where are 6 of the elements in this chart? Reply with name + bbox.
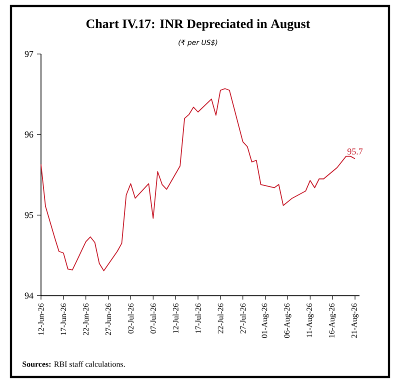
chart-title: Chart IV.17: INR Depreciated in August bbox=[86, 19, 310, 31]
y-tick-label: 94 bbox=[24, 292, 34, 299]
y-tick-label: 96 bbox=[24, 132, 34, 138]
annotation: 95.7 bbox=[347, 148, 363, 155]
y-tick-label: 97 bbox=[24, 50, 34, 58]
y-tick-label: 95 bbox=[24, 212, 34, 218]
